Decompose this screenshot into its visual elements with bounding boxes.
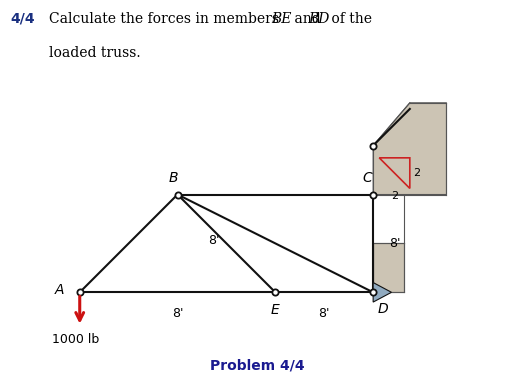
Text: 4/4: 4/4 bbox=[10, 12, 35, 25]
Polygon shape bbox=[373, 243, 403, 292]
Text: 8': 8' bbox=[172, 307, 183, 320]
Polygon shape bbox=[373, 103, 447, 195]
Text: C: C bbox=[362, 171, 372, 185]
Text: E: E bbox=[271, 303, 280, 317]
Text: B: B bbox=[169, 171, 179, 185]
Text: of the: of the bbox=[327, 12, 372, 25]
Polygon shape bbox=[373, 283, 392, 302]
Text: Problem 4/4: Problem 4/4 bbox=[210, 359, 304, 372]
Text: 8': 8' bbox=[209, 235, 220, 247]
Text: 8': 8' bbox=[389, 237, 400, 250]
Text: Calculate the forces in members: Calculate the forces in members bbox=[49, 12, 284, 25]
Text: 2: 2 bbox=[391, 191, 398, 201]
Text: BD: BD bbox=[308, 12, 330, 25]
Text: 8': 8' bbox=[319, 307, 330, 320]
Text: 1000 lb: 1000 lb bbox=[52, 333, 100, 346]
Text: 2: 2 bbox=[413, 168, 420, 178]
Text: D: D bbox=[378, 302, 389, 316]
Text: BE: BE bbox=[271, 12, 292, 25]
Text: loaded truss.: loaded truss. bbox=[49, 46, 141, 60]
Text: and: and bbox=[290, 12, 325, 25]
Text: A: A bbox=[54, 283, 64, 297]
